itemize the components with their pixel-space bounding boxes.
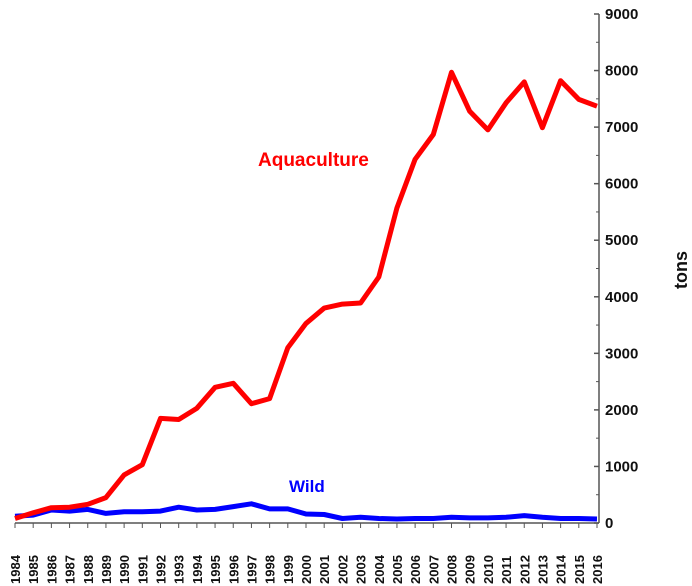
- x-tick-label: 2006: [408, 555, 423, 584]
- x-tick-label: 1992: [154, 555, 169, 584]
- y-tick-label: 1000: [605, 458, 638, 475]
- series-label-aquaculture: Aquaculture: [258, 150, 369, 171]
- x-tick-label: 1997: [244, 555, 259, 584]
- x-tick-label: 2005: [390, 555, 405, 584]
- x-tick-label: 1986: [44, 555, 59, 584]
- y-tick-label: 4000: [605, 289, 638, 306]
- y-tick-label: 0: [605, 515, 613, 532]
- y-tick-label: 7000: [605, 119, 638, 136]
- x-tick-label: 2001: [317, 555, 332, 584]
- series-line-aquaculture: [14, 69, 598, 521]
- x-tick-label: 1994: [190, 554, 205, 584]
- series-label-wild: Wild: [289, 477, 325, 496]
- series-line-wild: [14, 501, 598, 522]
- x-tick-label: 1993: [172, 555, 187, 584]
- x-tick-label: 2012: [517, 555, 532, 584]
- x-tick-label: 1989: [99, 555, 114, 584]
- y-axis-label: tons: [671, 251, 691, 289]
- x-tick-label: 1995: [208, 555, 223, 584]
- x-tick-label: 1996: [226, 555, 241, 584]
- x-tick-label: 1987: [63, 555, 78, 584]
- x-tick-label: 1991: [135, 555, 150, 584]
- x-tick-label: 1998: [263, 555, 278, 584]
- x-tick-label: 1999: [281, 555, 296, 584]
- x-tick-label: 2016: [590, 555, 605, 584]
- y-tick-label: 2000: [605, 402, 638, 419]
- y-tick-label: 5000: [605, 232, 638, 249]
- x-tick-label: 2003: [354, 555, 369, 584]
- x-tick-label: 1985: [26, 555, 41, 584]
- x-tick-label: 2009: [463, 555, 478, 584]
- x-tick-label: 2014: [554, 554, 569, 584]
- y-tick-label: 8000: [605, 63, 638, 80]
- x-tick-label: 2007: [426, 555, 441, 584]
- x-tick-label: 2010: [481, 555, 496, 584]
- x-tick-label: 2004: [372, 554, 387, 584]
- x-tick-label: 2002: [335, 555, 350, 584]
- x-tick-label: 2015: [572, 555, 587, 584]
- x-tick-label: 2011: [499, 556, 514, 584]
- y-tick-label: 3000: [605, 345, 638, 362]
- y-tick-label: 6000: [605, 176, 638, 193]
- x-tick-label: 1984: [8, 554, 23, 584]
- x-tick-label: 2000: [299, 555, 314, 584]
- x-tick-label: 2008: [445, 555, 460, 584]
- y-tick-label: 9000: [605, 6, 638, 23]
- x-tick-label: 1990: [117, 555, 132, 584]
- x-tick-label: 2013: [535, 555, 550, 584]
- x-tick-label: 1988: [81, 555, 96, 584]
